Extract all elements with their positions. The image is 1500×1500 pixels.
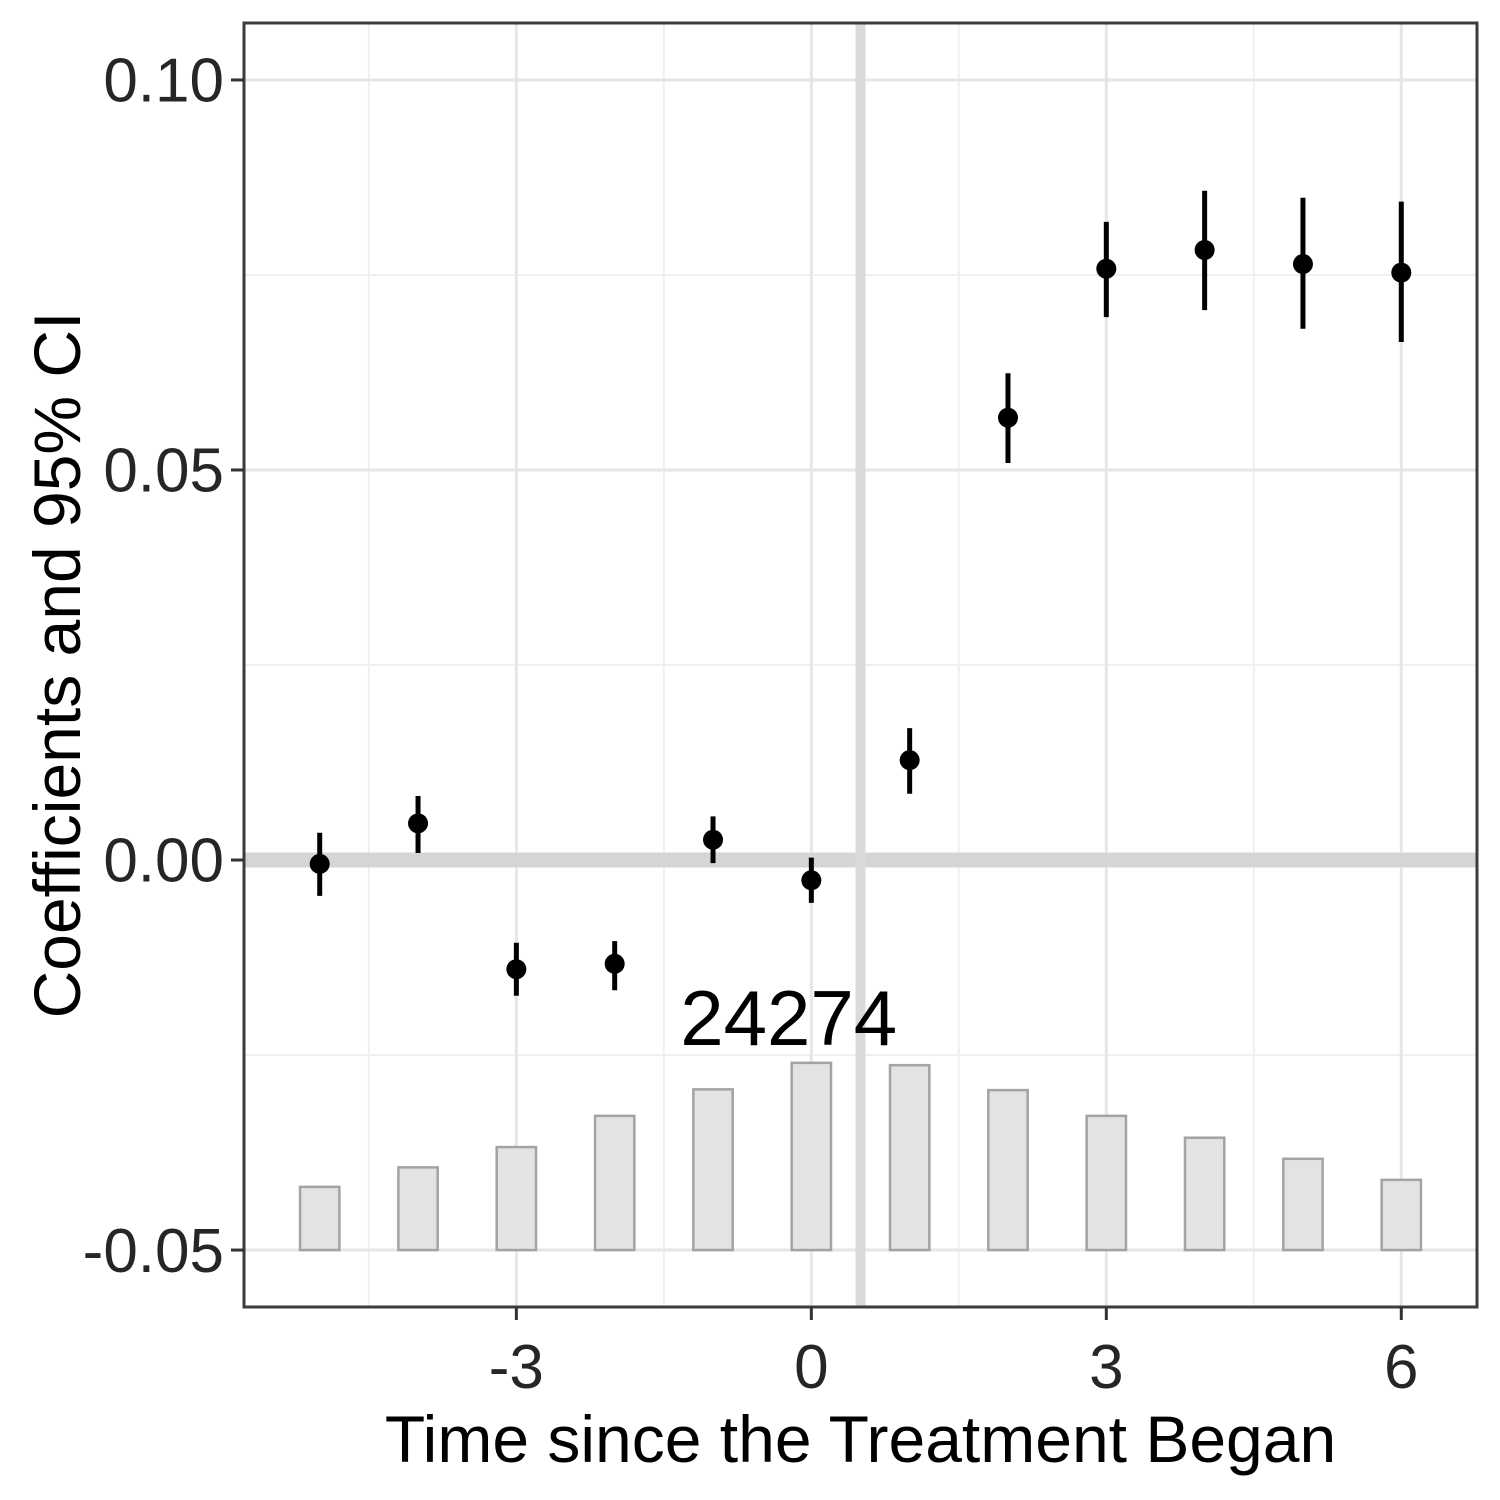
axis-tick-marks: [231, 78, 1403, 1320]
estimate-dot: [408, 813, 429, 834]
pointrange: [801, 857, 822, 903]
estimate-dot: [997, 407, 1018, 428]
estimate-dot: [1096, 258, 1117, 279]
estimate-dot: [1391, 262, 1412, 283]
count-bar: [692, 1088, 734, 1252]
count-bar: [790, 1061, 833, 1252]
count-bar: [495, 1145, 538, 1252]
y-axis-title: Coefficients and 95% CI: [20, 312, 94, 1019]
estimate-dot: [1194, 240, 1215, 261]
y-tick-label: 0.10: [103, 47, 224, 116]
pointrange: [1194, 190, 1215, 311]
count-bar: [1380, 1178, 1423, 1252]
pointrange: [703, 816, 724, 864]
count-bar: [987, 1088, 1029, 1252]
estimate-dot: [506, 959, 527, 980]
y-tick-label: 0.00: [103, 827, 224, 896]
count-bar: [1183, 1136, 1226, 1252]
count-bar: [593, 1114, 636, 1252]
x-tick-labels: -3 0 3 6: [489, 1333, 1419, 1402]
count-histogram-bars: [298, 1061, 1423, 1252]
y-tick-label: 0.05: [103, 437, 224, 506]
coefficient-pointranges: [309, 190, 1412, 996]
x-axis-title: Time since the Treatment Began: [385, 1402, 1336, 1476]
x-tick-label: 3: [1089, 1333, 1123, 1402]
max-count-annotation: 24274: [680, 974, 897, 1062]
count-bar: [298, 1185, 341, 1252]
x-tick-label: 6: [1384, 1333, 1418, 1402]
x-tick-label: 0: [794, 1333, 828, 1402]
y-tick-label: -0.05: [83, 1217, 224, 1286]
pointrange: [899, 728, 920, 794]
pointrange: [506, 942, 527, 996]
count-bar: [1085, 1114, 1128, 1252]
count-bar: [888, 1063, 931, 1252]
pointrange: [1096, 221, 1117, 318]
pointrange: [604, 941, 625, 991]
estimate-dot: [1292, 254, 1313, 275]
count-bar: [397, 1166, 439, 1252]
pointrange: [997, 373, 1018, 463]
x-tick-label: -3: [489, 1333, 544, 1402]
count-bar: [1282, 1157, 1324, 1252]
estimate-dot: [309, 853, 330, 874]
estimate-dot: [703, 829, 724, 850]
pointrange: [1391, 201, 1412, 343]
y-tick-labels: 0.10 0.05 0.00 -0.05: [83, 47, 224, 1286]
panel-border: [242, 21, 1479, 1309]
pointrange: [1292, 197, 1313, 329]
estimate-dot: [801, 870, 822, 891]
pointrange: [408, 796, 429, 853]
estimate-dot: [604, 953, 625, 974]
pointrange: [309, 832, 330, 896]
estimate-dot: [899, 750, 920, 771]
